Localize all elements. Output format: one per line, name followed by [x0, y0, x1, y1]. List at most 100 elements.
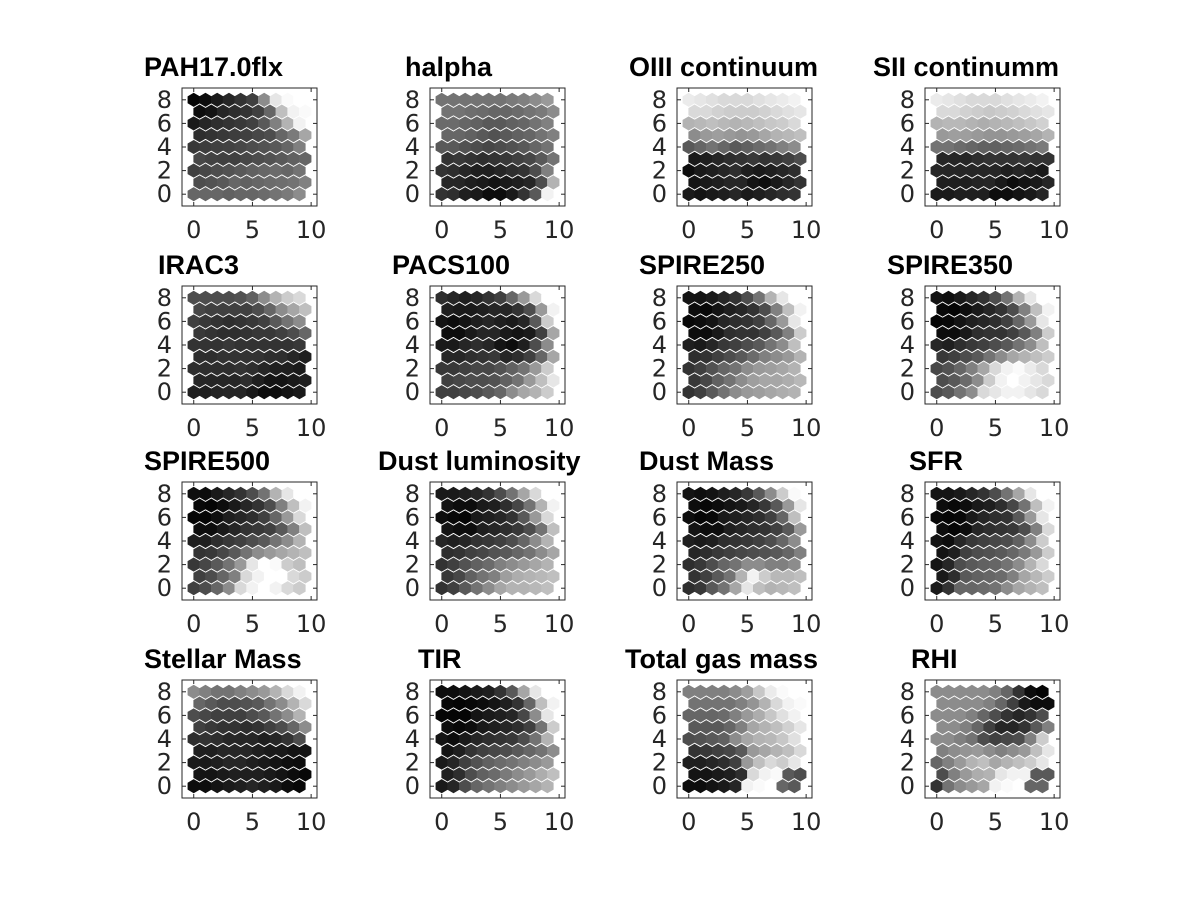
y-tick-label: 0 — [900, 772, 915, 800]
hex-cell — [293, 684, 306, 699]
hex-cell — [1036, 361, 1049, 376]
x-tick-label: 5 — [988, 216, 1003, 244]
hex-cell — [794, 104, 807, 119]
panel-title: halpha — [405, 52, 493, 82]
hex-cell — [794, 696, 807, 711]
hex-cell — [794, 373, 807, 388]
y-tick-label: 4 — [900, 527, 915, 555]
hex-cell — [1036, 486, 1049, 501]
hex-cell — [541, 361, 554, 376]
y-tick-label: 4 — [405, 331, 420, 359]
hex-cell — [794, 545, 807, 560]
hex-cell — [541, 510, 554, 525]
hex-cell — [1036, 139, 1049, 155]
hex-cell — [547, 743, 560, 758]
y-tick-label: 6 — [652, 307, 667, 335]
hex-cell — [299, 767, 312, 782]
hex-cells — [435, 92, 560, 202]
hex-cell — [547, 545, 560, 560]
y-tick-label: 2 — [157, 355, 172, 383]
hex-cell — [299, 175, 312, 190]
hex-cell — [541, 337, 554, 353]
hex-cells — [435, 290, 560, 400]
y-tick-label: 8 — [900, 284, 915, 312]
hex-cell — [293, 731, 306, 747]
hex-cell — [541, 187, 554, 202]
panel-title: OIII continuum — [629, 52, 818, 82]
hex-cell — [788, 337, 801, 353]
hex-cell — [788, 139, 801, 155]
hex-cell — [541, 708, 554, 723]
hex-cell — [1042, 743, 1055, 758]
x-tick-label: 5 — [740, 808, 755, 836]
x-tick-label: 0 — [681, 808, 696, 836]
x-tick-label: 0 — [434, 414, 449, 442]
hex-cell — [794, 302, 807, 317]
x-tick-label: 5 — [493, 808, 508, 836]
panel-title: Stellar Mass — [144, 644, 302, 674]
y-tick-label: 4 — [157, 331, 172, 359]
y-tick-label: 8 — [652, 678, 667, 706]
hex-cell — [293, 557, 306, 572]
hex-cell — [547, 104, 560, 119]
x-tick-label: 5 — [245, 610, 260, 638]
x-tick-label: 0 — [681, 610, 696, 638]
y-tick-label: 0 — [157, 574, 172, 602]
panel-title: IRAC3 — [158, 250, 239, 280]
hex-cells — [682, 92, 807, 202]
x-tick-label: 10 — [544, 610, 575, 638]
hex-cell — [1042, 498, 1055, 513]
hex-cell — [1036, 92, 1049, 107]
hex-cells — [930, 486, 1055, 596]
y-tick-label: 6 — [405, 307, 420, 335]
hex-cell — [788, 557, 801, 572]
hex-cell — [794, 743, 807, 758]
x-tick-label: 0 — [929, 808, 944, 836]
hex-cell — [299, 104, 312, 119]
panel-title: PAH17.0flx — [144, 52, 283, 82]
hex-cell — [293, 314, 306, 329]
x-tick-label: 0 — [186, 808, 201, 836]
hex-cell — [1042, 302, 1055, 317]
y-tick-label: 2 — [900, 749, 915, 777]
y-tick-label: 8 — [652, 480, 667, 508]
y-tick-label: 6 — [652, 701, 667, 729]
y-tick-label: 0 — [157, 772, 172, 800]
hex-cell — [1036, 557, 1049, 572]
x-tick-label: 10 — [1039, 414, 1070, 442]
hex-cell — [788, 581, 801, 596]
hex-cell — [547, 175, 560, 190]
y-tick-label: 4 — [652, 331, 667, 359]
y-tick-label: 2 — [900, 157, 915, 185]
y-tick-label: 4 — [405, 133, 420, 161]
hex-cell — [1036, 290, 1049, 305]
y-tick-label: 4 — [405, 527, 420, 555]
y-tick-label: 8 — [900, 678, 915, 706]
hex-cell — [293, 510, 306, 525]
x-tick-label: 5 — [740, 216, 755, 244]
hex-cell — [788, 684, 801, 699]
panel-title: SPIRE250 — [639, 250, 765, 280]
hex-cell — [293, 533, 306, 549]
hex-cell — [1042, 104, 1055, 119]
hex-cell — [299, 498, 312, 513]
y-tick-label: 4 — [652, 527, 667, 555]
x-tick-label: 10 — [544, 216, 575, 244]
y-tick-label: 0 — [652, 772, 667, 800]
hex-cell — [541, 557, 554, 572]
x-tick-label: 0 — [681, 414, 696, 442]
x-tick-label: 0 — [929, 216, 944, 244]
hex-cell — [1042, 696, 1055, 711]
x-tick-label: 5 — [245, 216, 260, 244]
hex-cell — [541, 684, 554, 699]
y-tick-label: 6 — [652, 503, 667, 531]
y-tick-label: 6 — [405, 503, 420, 531]
y-tick-label: 6 — [900, 701, 915, 729]
